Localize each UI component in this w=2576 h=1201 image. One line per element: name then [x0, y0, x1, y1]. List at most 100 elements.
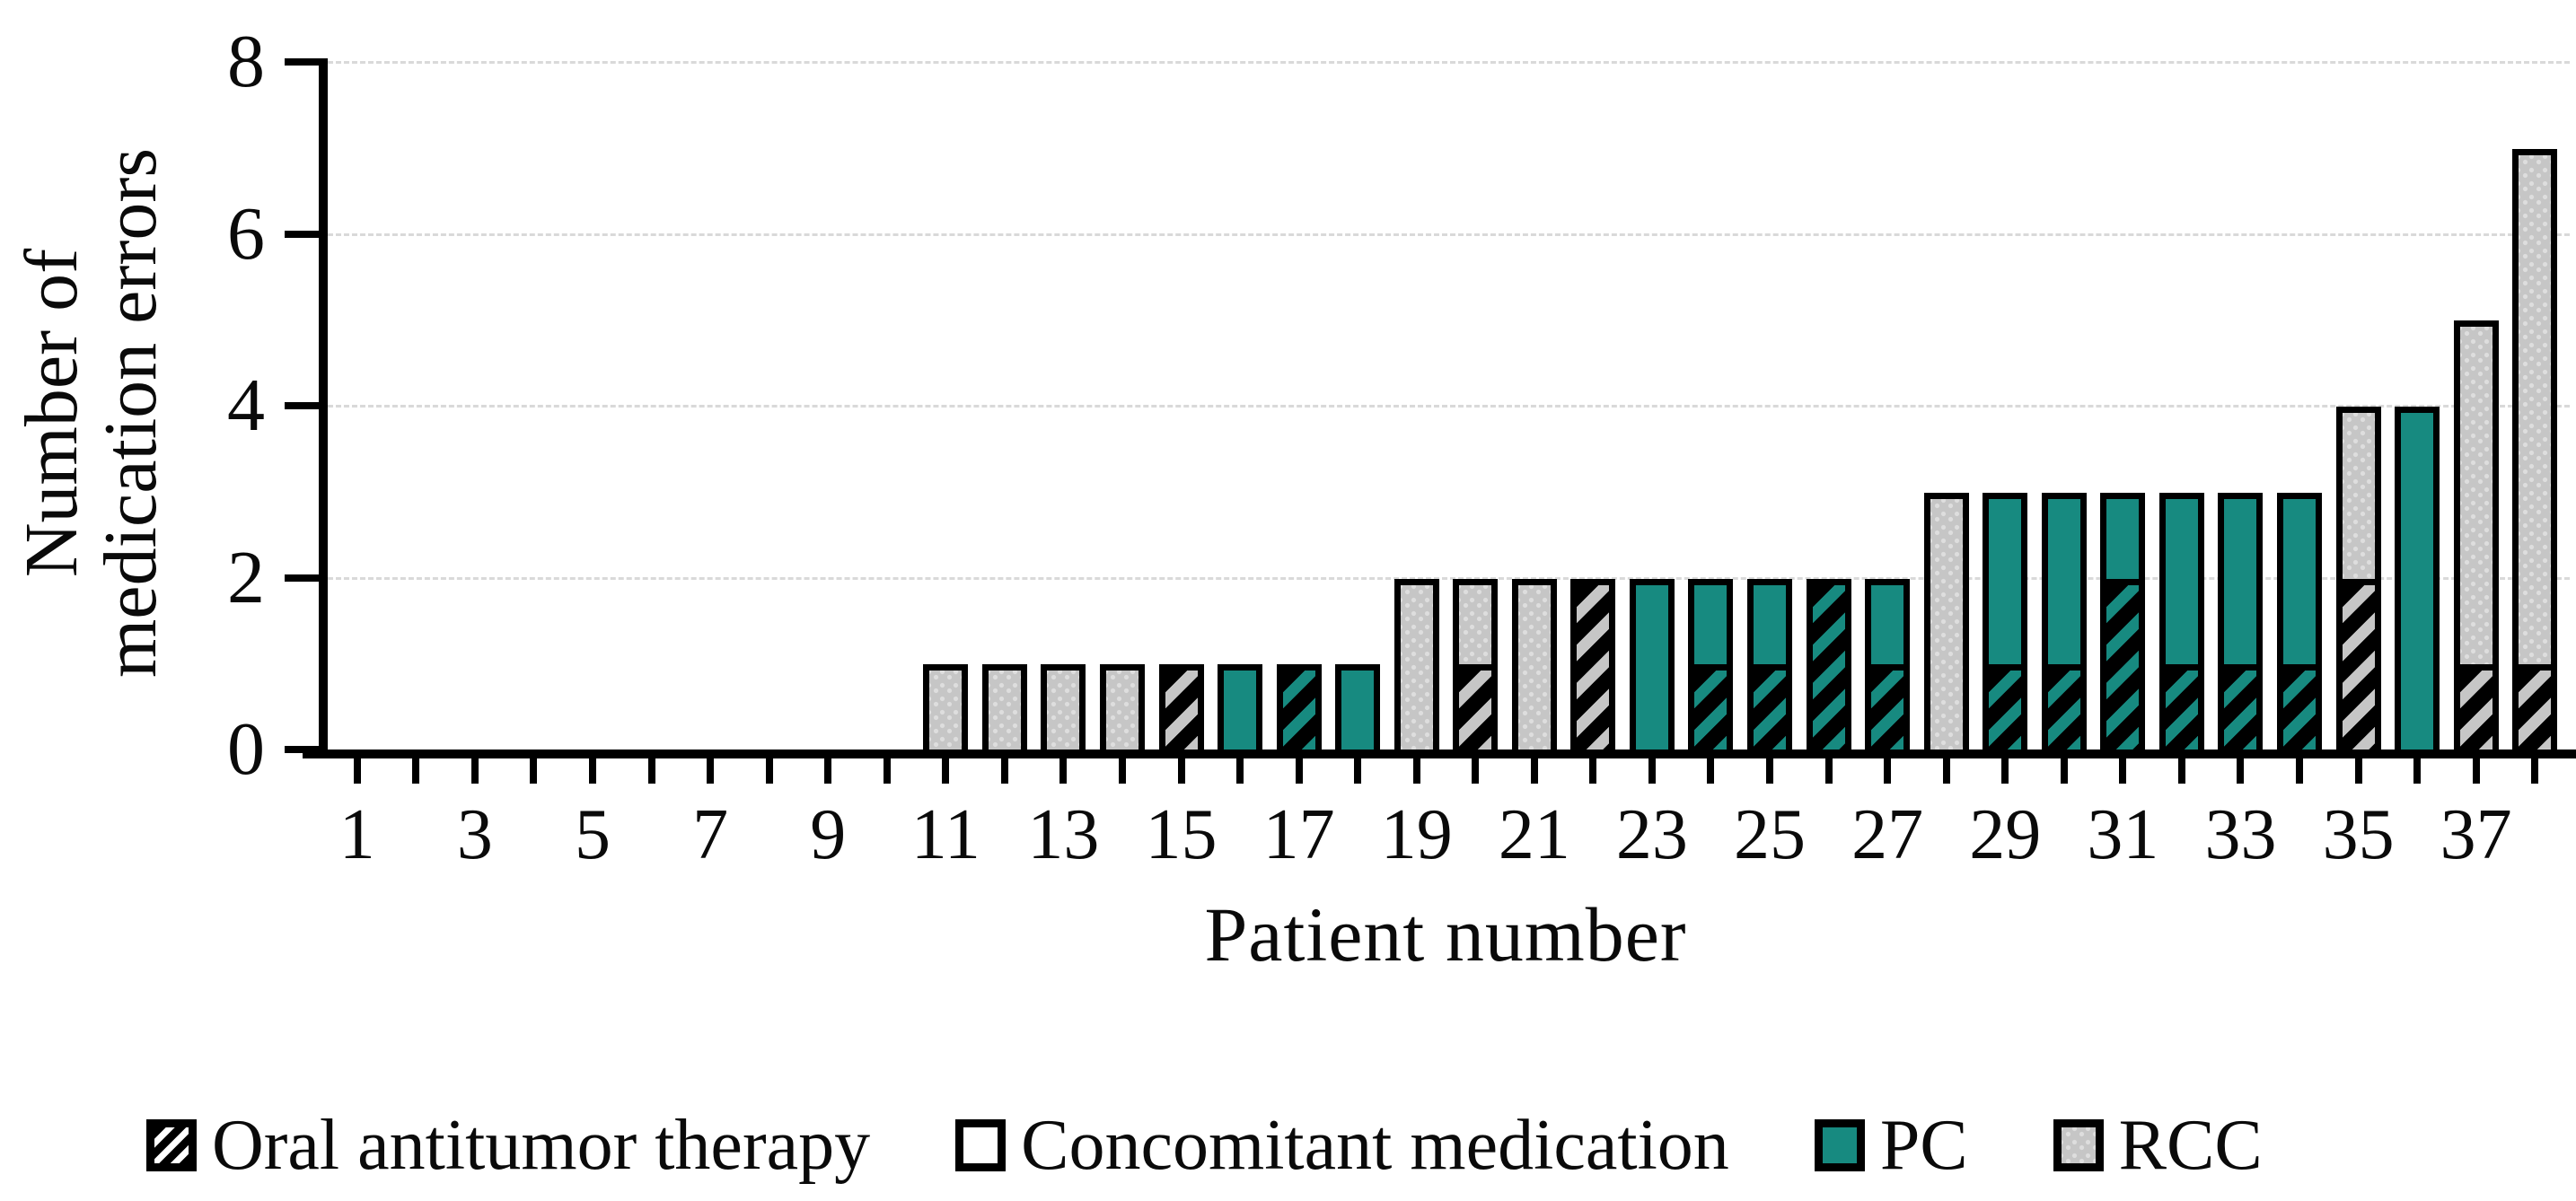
x-tick-label-17: 17: [1262, 795, 1335, 874]
bar-p12-rcc: [981, 664, 1027, 757]
x-tick-label-35: 35: [2322, 795, 2395, 874]
x-tick-label-7: 7: [692, 795, 729, 874]
x-tick-33: [2237, 758, 2245, 784]
x-tick-16: [1236, 758, 1244, 784]
bar-p19-rcc: [1394, 578, 1439, 757]
legend-swatch-oat-icon: [146, 1119, 197, 1171]
bar-p15-oat_rcc: [1158, 664, 1204, 757]
x-tick-12: [1000, 758, 1008, 784]
bar-p37-rcc: [2453, 320, 2499, 671]
bar-p24-pc: [1688, 578, 1734, 671]
x-tick-13: [1059, 758, 1068, 784]
x-tick-label-5: 5: [574, 795, 611, 874]
gridline-y8: [328, 61, 2570, 64]
x-tick-19: [1412, 758, 1420, 784]
bar-p29-pc: [1983, 492, 2028, 671]
x-tick-9: [824, 758, 832, 784]
x-tick-14: [1118, 758, 1126, 784]
bar-p18-pc: [1335, 664, 1381, 757]
bar-p27-oat_pc: [1865, 664, 1911, 757]
legend-label-conc: Concomitant medication: [1021, 1106, 1729, 1185]
x-tick-label-29: 29: [1969, 795, 2042, 874]
y-tick-label-8: 8: [227, 20, 265, 103]
bar-p35-oat_rcc: [2335, 578, 2381, 757]
x-tick-label-11: 11: [910, 795, 980, 874]
x-tick-15: [1177, 758, 1185, 784]
x-tick-21: [1530, 758, 1538, 784]
legend-item-oat: Oral antitumor therapy: [146, 1109, 870, 1181]
legend-item-pc: PC: [1814, 1106, 1968, 1185]
x-tick-label-13: 13: [1027, 795, 1100, 874]
x-tick-34: [2296, 758, 2303, 784]
x-tick-1: [353, 758, 361, 784]
x-axis-title: Patient number: [1204, 891, 1687, 977]
bar-p25-oat_pc: [1747, 664, 1793, 757]
y-tick-label-4: 4: [227, 364, 265, 447]
bar-p30-pc: [2041, 492, 2087, 671]
legend-swatch-conc-icon: [955, 1119, 1007, 1171]
x-tick-22: [1589, 758, 1597, 784]
x-tick-label-31: 31: [2087, 795, 2159, 874]
bar-p31-pc: [2100, 492, 2146, 585]
legend-item-conc: Concomitant medication: [955, 1109, 1729, 1181]
x-axis-line: [303, 750, 2576, 758]
bar-p17-oat_pc: [1276, 664, 1322, 757]
x-tick-label-3: 3: [456, 795, 493, 874]
x-tick-20: [1472, 758, 1480, 784]
bar-p33-oat_pc: [2218, 664, 2264, 757]
bar-p30-oat_pc: [2041, 664, 2087, 757]
legend-label-pc: PC: [1879, 1106, 1968, 1185]
bar-p26-oat_pc: [1806, 578, 1851, 757]
y-tick-2: [285, 574, 328, 582]
bar-p29-oat_pc: [1983, 664, 2028, 757]
x-tick-38: [2531, 758, 2539, 784]
x-tick-6: [647, 758, 655, 784]
bar-p16-pc: [1218, 664, 1263, 757]
x-tick-8: [765, 758, 773, 784]
x-tick-31: [2119, 758, 2127, 784]
bar-p13-rcc: [1041, 664, 1086, 757]
x-tick-7: [707, 758, 715, 784]
x-tick-label-33: 33: [2204, 795, 2277, 874]
y-tick-label-2: 2: [227, 535, 265, 619]
x-tick-35: [2354, 758, 2362, 784]
bar-p35-rcc: [2335, 407, 2381, 585]
x-tick-10: [883, 758, 891, 784]
x-tick-label-19: 19: [1380, 795, 1453, 874]
gridline-y6: [328, 232, 2570, 236]
bar-p32-oat_pc: [2158, 664, 2204, 757]
x-tick-17: [1295, 758, 1303, 784]
legend-label-rcc: RCC: [2118, 1106, 2263, 1185]
x-tick-label-23: 23: [1615, 795, 1688, 874]
bar-p28-rcc: [1923, 492, 1969, 757]
bar-p32-pc: [2158, 492, 2204, 671]
x-tick-5: [588, 758, 596, 784]
x-tick-26: [1824, 758, 1833, 784]
bar-p34-pc: [2277, 492, 2322, 671]
legend-label-oat: Oral antitumor therapy: [212, 1106, 871, 1185]
x-tick-label-25: 25: [1734, 795, 1807, 874]
x-tick-label-15: 15: [1145, 795, 1218, 874]
x-tick-2: [412, 758, 420, 784]
legend: Oral antitumor therapy Concomitant medica…: [146, 1109, 2263, 1181]
bar-p14-rcc: [1099, 664, 1145, 757]
bar-p22-oat_rcc: [1570, 578, 1616, 757]
bar-p20-oat_rcc: [1453, 664, 1499, 757]
x-tick-32: [2177, 758, 2185, 784]
bar-p27-pc: [1865, 578, 1911, 671]
bar-p25-pc: [1747, 578, 1793, 671]
bar-p38-rcc: [2512, 148, 2558, 671]
x-tick-4: [530, 758, 538, 784]
x-tick-label-21: 21: [1498, 795, 1570, 874]
x-tick-label-37: 37: [2440, 795, 2512, 874]
x-tick-28: [1942, 758, 1950, 784]
x-tick-label-1: 1: [338, 795, 375, 874]
bar-p24-oat_pc: [1688, 664, 1734, 757]
bar-p36-pc: [2395, 407, 2440, 757]
x-tick-3: [470, 758, 479, 784]
gridline-y4: [328, 405, 2570, 408]
y-tick-label-6: 6: [227, 191, 265, 276]
bar-p33-pc: [2218, 492, 2264, 671]
